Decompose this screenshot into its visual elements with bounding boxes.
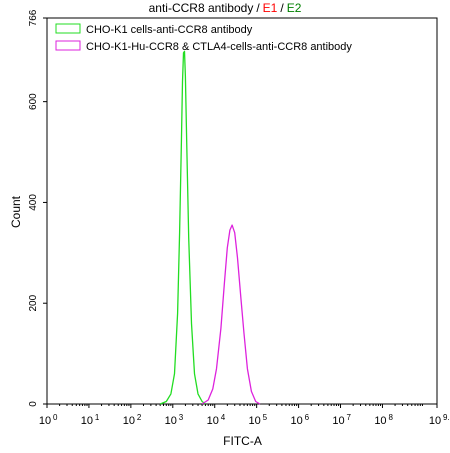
legend-label-2: CHO-K1-Hu-CCR8 & CTLA4-cells-anti-CCR8 a… [86,41,352,53]
x-tick-label: 10 [249,415,261,427]
x-tick-exponent: 6 [305,413,310,422]
x-tick-label: 10 [123,415,135,427]
x-tick-label: 10 [374,415,386,427]
x-tick-exponent: 2 [137,413,142,422]
x-axis-label: FITC-A [223,434,262,448]
y-axis-label: Count [9,195,23,229]
legend-swatch-cho-k1-hu-ccr8 [55,40,81,51]
x-tick-exponent: 1 [95,413,100,422]
chart-title: anti-CCR8 antibody / E1/E2 [0,1,450,15]
y-tick-label: 600 [28,93,39,110]
x-tick-label: 10 [165,415,177,427]
y-tick-label: 0 [28,401,39,407]
title-separator: / [280,1,284,15]
x-tick-label: 10 [39,415,51,427]
plot-frame [46,17,438,405]
x-tick-label: 10 [429,415,441,427]
series-line-2 [201,224,261,405]
x-tick-exponent: 5 [263,413,268,422]
x-tick-exponent: 0 [53,413,58,422]
title-part-e1: E1 [262,1,278,15]
legend-swatch-cho-k1 [55,23,81,34]
y-tick-label: 766 [28,9,39,26]
legend-label-1: CHO-K1 cells-anti-CCR8 antibody [86,24,253,36]
x-tick-exponent: 7 [347,413,352,422]
x-tick-exponent: 9.3 [443,413,450,422]
x-tick-exponent: 4 [221,413,226,422]
x-tick-exponent: 8 [388,413,393,422]
x-tick-exponent: 3 [179,413,184,422]
title-separator: / [256,1,260,15]
title-part-e2: E2 [286,1,302,15]
series-line-1 [159,50,206,405]
x-tick-label: 10 [207,415,219,427]
y-tick-label: 400 [28,194,39,211]
x-tick-label: 10 [81,415,93,427]
title-part: anti-CCR8 antibody [148,1,254,15]
x-tick-label: 10 [290,415,302,427]
y-tick-label: 200 [28,294,39,311]
x-tick-label: 10 [332,415,344,427]
